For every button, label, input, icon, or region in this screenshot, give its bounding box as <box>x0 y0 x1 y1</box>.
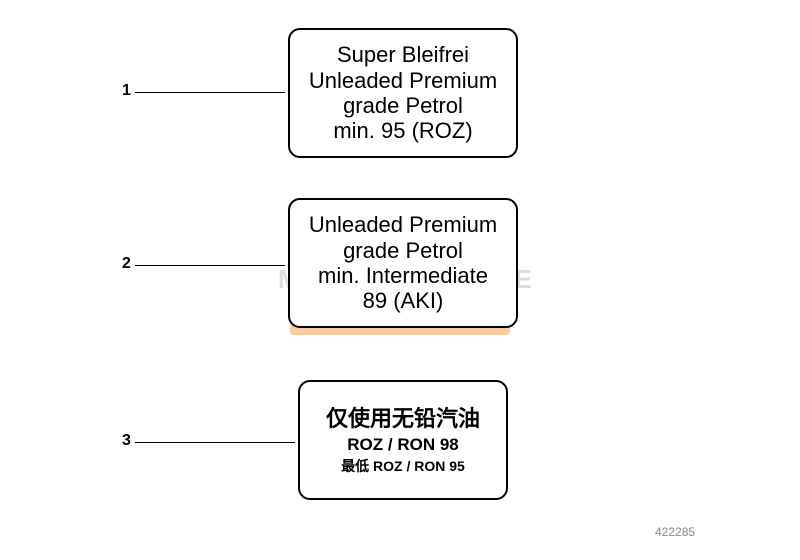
callout-line-2 <box>135 265 285 266</box>
diagram-id: 422285 <box>655 525 695 539</box>
callout-line-3 <box>135 442 295 443</box>
label-line: ROZ / RON 98 <box>347 435 458 455</box>
callout-line-1 <box>135 92 285 93</box>
label-line: Unleaded Premium <box>309 68 497 93</box>
fuel-label-2: Unleaded Premium grade Petrol min. Inter… <box>288 198 518 328</box>
label-line: min. 95 (ROZ) <box>333 118 472 143</box>
label-line: grade Petrol <box>343 238 463 263</box>
callout-number-1: 1 <box>122 82 131 100</box>
label-line: Super Bleifrei <box>337 42 469 67</box>
label-line: 仅使用无铅汽油 <box>326 406 480 431</box>
callout-number-3: 3 <box>122 432 131 450</box>
label-line: 89 (AKI) <box>363 288 444 313</box>
label-line: grade Petrol <box>343 93 463 118</box>
callout-number-2: 2 <box>122 255 131 273</box>
fuel-label-1: Super Bleifrei Unleaded Premium grade Pe… <box>288 28 518 158</box>
label-line: Unleaded Premium <box>309 212 497 237</box>
label-line: min. Intermediate <box>318 263 488 288</box>
diagram-canvas: MSP MOTORCYCLE Super Bleifrei Unleaded P… <box>0 0 800 560</box>
fuel-label-3: 仅使用无铅汽油 ROZ / RON 98 最低 ROZ / RON 95 <box>298 380 508 500</box>
label-line: 最低 ROZ / RON 95 <box>341 458 465 474</box>
